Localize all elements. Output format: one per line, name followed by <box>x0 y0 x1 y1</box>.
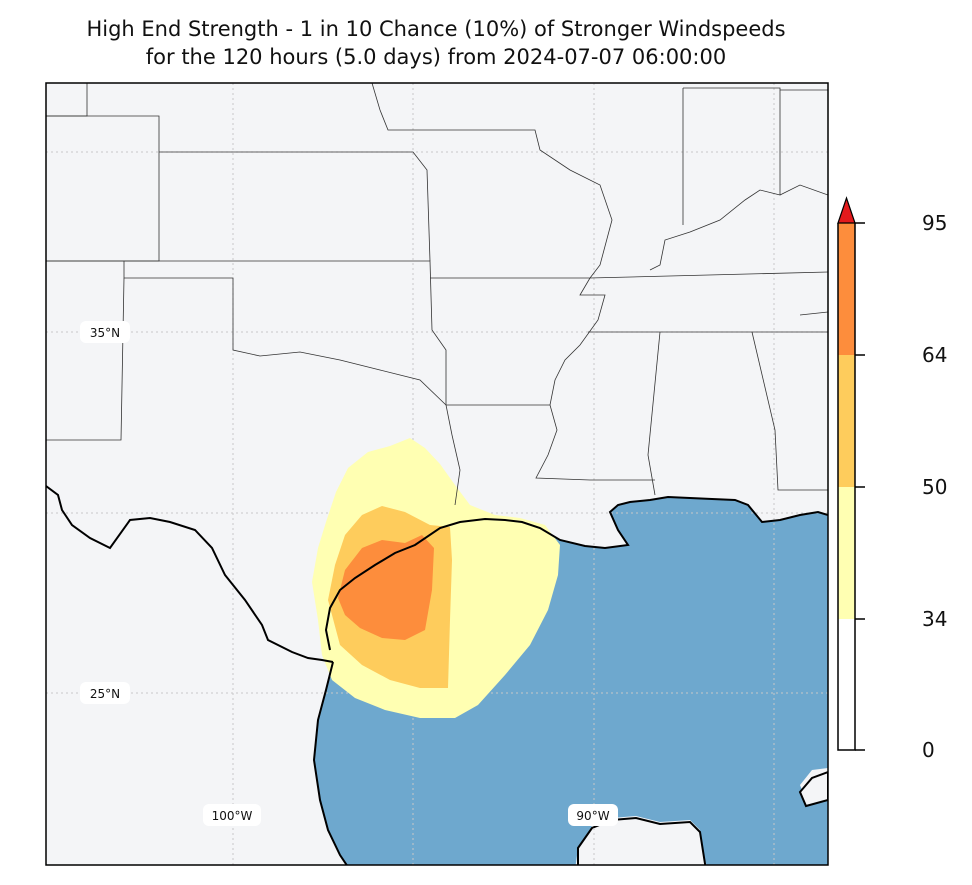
colorbar-band-64-95 <box>838 223 855 355</box>
colorbar-tick-34: 34 <box>922 607 948 631</box>
lat-label-35n: 35°N <box>90 326 120 340</box>
map-frame <box>45 82 829 866</box>
colorbar-tick-0: 0 <box>922 738 935 762</box>
colorbar-band-34-50 <box>838 487 855 619</box>
colorbar-ticks <box>855 222 865 751</box>
cuba <box>798 770 828 808</box>
lon-label-90w: 90°W <box>576 809 609 823</box>
wind-64kt-area <box>338 535 434 640</box>
gridlines <box>46 83 828 865</box>
yucatan <box>577 816 707 865</box>
lon-label-100w: 100°W <box>212 809 253 823</box>
state-borders <box>46 83 828 506</box>
colorbar-band-50-64 <box>838 355 855 487</box>
gridline-labels: 35°N 25°N 100°W 90°W <box>80 321 618 826</box>
chart-title-line2: for the 120 hours (5.0 days) from 2024-0… <box>145 45 727 69</box>
texas-louisiana-coastline <box>324 495 828 651</box>
us-mexico-border <box>46 485 334 663</box>
colorbar-band-0-34 <box>838 619 855 750</box>
colorbar-tick-95: 95 <box>922 211 948 235</box>
chart-title-line1: High End Strength - 1 in 10 Chance (10%)… <box>86 17 786 41</box>
colorbar-tick-64: 64 <box>922 343 948 367</box>
lat-label-25n: 25°N <box>90 687 120 701</box>
colorbar <box>837 196 865 751</box>
map-area: 35°N 25°N 100°W 90°W <box>46 83 828 865</box>
colorbar-extend-arrow <box>837 196 856 224</box>
colorbar-tick-50: 50 <box>922 475 948 499</box>
gulf-coastline <box>312 661 348 865</box>
